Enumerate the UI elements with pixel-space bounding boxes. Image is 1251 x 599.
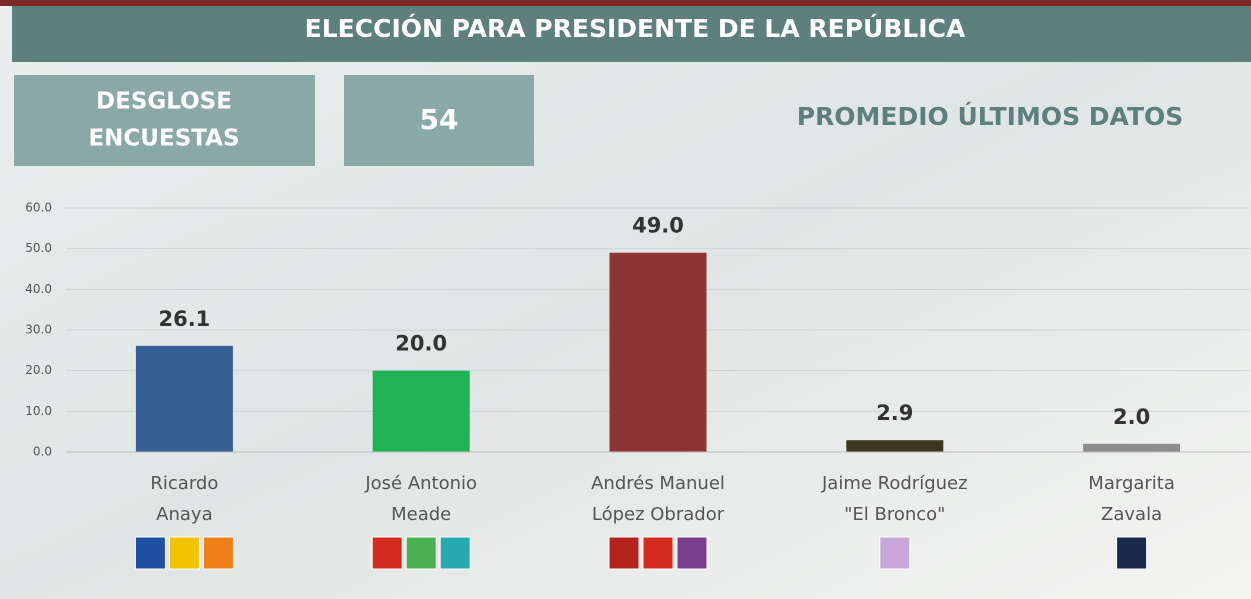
box-label: DESGLOSE [96, 89, 232, 115]
box-label: ENCUESTAS [88, 126, 239, 152]
title-bar [12, 6, 1251, 62]
x-tick-label: Meade [391, 504, 451, 525]
bar [609, 252, 707, 452]
x-tick-label: López Obrador [592, 504, 725, 525]
x-tick-label: "El Bronco" [844, 504, 945, 525]
party-logo [168, 536, 200, 570]
count: 54 [420, 103, 459, 136]
party-logo [1116, 536, 1148, 570]
y-tick-label: 40.0 [25, 282, 52, 296]
value-label: 49.0 [632, 214, 684, 238]
party-logo [405, 536, 437, 570]
party-logo [371, 536, 403, 570]
value-label: 26.1 [158, 307, 210, 331]
y-tick-label: 30.0 [25, 323, 52, 337]
party-logo [608, 536, 640, 570]
subtitle: PROMEDIO ÚLTIMOS DATOS [797, 101, 1184, 131]
x-tick-label: José Antonio [364, 473, 477, 494]
y-tick-label: 20.0 [25, 363, 52, 377]
top-strip [0, 0, 1251, 6]
y-tick-label: 50.0 [25, 241, 52, 255]
bar [372, 370, 470, 452]
y-tick-label: 0.0 [33, 445, 52, 459]
bar [846, 440, 944, 452]
x-tick-label: Zavala [1101, 504, 1162, 525]
info-box [14, 75, 315, 166]
count-box [344, 75, 534, 166]
y-tick-label: 60.0 [25, 201, 52, 215]
value-label: 2.0 [1113, 405, 1150, 429]
bar [135, 345, 233, 452]
x-tick-label: Ricardo [150, 473, 218, 494]
value-label: 2.9 [876, 401, 913, 425]
party-logo [642, 536, 674, 570]
bar [1083, 443, 1181, 452]
party-logo [134, 536, 166, 570]
x-tick-label: Jaime Rodríguez [821, 473, 968, 494]
party-logo [202, 536, 234, 570]
party-logo [676, 536, 708, 570]
x-tick-label: Andrés Manuel [591, 473, 725, 494]
chart-title: ELECCIÓN PARA PRESIDENTE DE LA REPÚBLICA [305, 13, 966, 43]
x-tick-label: Margarita [1088, 473, 1175, 494]
value-label: 20.0 [395, 332, 447, 356]
x-tick-label: Anaya [156, 504, 212, 525]
y-tick-label: 10.0 [25, 404, 52, 418]
party-logo [439, 536, 471, 570]
party-logo [879, 536, 911, 570]
